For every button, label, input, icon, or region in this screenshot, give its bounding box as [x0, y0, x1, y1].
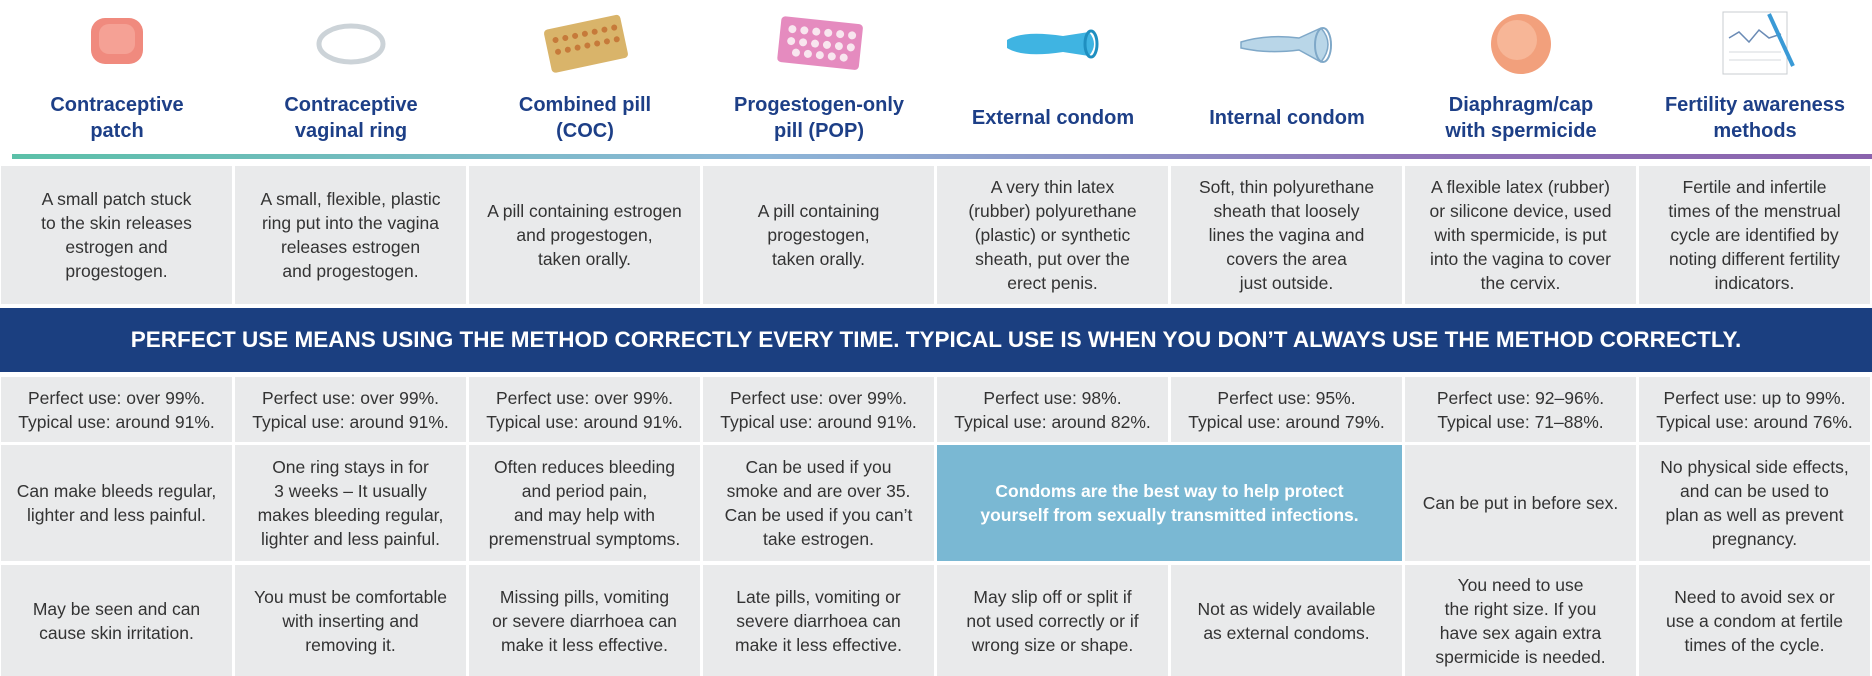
description-cell: A pill containing estrogen and progestog… [469, 166, 700, 304]
condom-advantage: Condoms are the best way to help protect… [937, 445, 1402, 561]
disadvantage-cell: May slip off or split if not used correc… [937, 565, 1168, 676]
description-cell: A small patch stuck to the skin releases… [1, 166, 232, 304]
description-cell: A pill containing progestogen, taken ora… [703, 166, 934, 304]
advantage-cell: Can be used if you smoke and are over 35… [703, 445, 934, 561]
banner: PERFECT USE MEANS USING THE METHOD CORRE… [0, 308, 1872, 372]
effectiveness-cell: Perfect use: 92–96%. Typical use: 71–88%… [1405, 377, 1636, 442]
description-cell: A flexible latex (rubber) or silicone de… [1405, 166, 1636, 304]
disadvantage-cell: Need to avoid sex or use a condom at fer… [1639, 565, 1870, 676]
advantage-cell: Can make bleeds regular, lighter and les… [1, 445, 232, 561]
disadvantage-cell: You need to use the right size. If you h… [1405, 565, 1636, 676]
disadvantage-cell: May be seen and can cause skin irritatio… [1, 565, 232, 676]
advantage-cell: One ring stays in for 3 weeks – It usual… [235, 445, 466, 561]
divider [12, 154, 1872, 159]
method-icon [1722, 11, 1795, 75]
effectiveness-cell: Perfect use: up to 99%. Typical use: aro… [1639, 377, 1870, 442]
effectiveness-cell: Perfect use: 95%. Typical use: around 79… [1171, 377, 1402, 442]
method-icon [777, 16, 863, 70]
method-icon [544, 14, 628, 73]
method-name: Internal condom [1209, 107, 1365, 129]
effectiveness-cell: Perfect use: 98%. Typical use: around 82… [937, 377, 1168, 442]
method-name: Fertility awareness methods [1664, 94, 1846, 142]
description-cell: A very thin latex (rubber) polyurethane … [937, 166, 1168, 304]
method-name: Contraceptive vaginal ring [284, 94, 418, 142]
method-icon [91, 18, 143, 64]
disadvantage-cell: Late pills, vomiting or severe diarrhoea… [703, 565, 934, 676]
method-name: Progestogen-only pill (POP) [733, 94, 904, 142]
method-icon [1491, 14, 1551, 74]
method-name: External condom [971, 107, 1135, 129]
effectiveness-cell: Perfect use: over 99%. Typical use: arou… [1, 377, 232, 442]
method-icon [1240, 27, 1332, 63]
description-cell: Soft, thin polyurethane sheath that loos… [1171, 166, 1402, 304]
description-cell: A small, flexible, plastic ring put into… [235, 166, 466, 304]
disadvantage-cell: You must be comfortable with inserting a… [235, 565, 466, 676]
method-name: Contraceptive patch [50, 94, 184, 142]
description-cell: Fertile and infertile times of the menst… [1639, 166, 1870, 304]
effectiveness-cell: Perfect use: over 99%. Typical use: arou… [703, 377, 934, 442]
advantage-cell: Often reduces bleeding and period pain, … [469, 445, 700, 561]
method-icon [316, 23, 386, 65]
disadvantage-cell: Not as widely available as external cond… [1171, 565, 1402, 676]
method-name: Diaphragm/cap with spermicide [1445, 94, 1597, 142]
advantage-cell: No physical side effects, and can be use… [1639, 445, 1870, 561]
advantage-cell: Can be put in before sex. [1405, 445, 1636, 561]
effectiveness-cell: Perfect use: over 99%. Typical use: arou… [235, 377, 466, 442]
effectiveness-cell: Perfect use: over 99%. Typical use: arou… [469, 377, 700, 442]
method-name: Combined pill (COC) [518, 94, 652, 142]
method-icon [1007, 29, 1099, 59]
disadvantage-cell: Missing pills, vomiting or severe diarrh… [469, 565, 700, 676]
